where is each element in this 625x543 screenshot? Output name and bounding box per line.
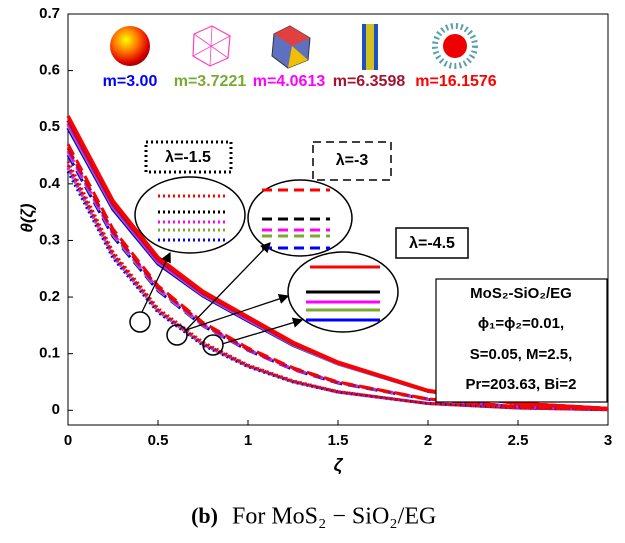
info-text: ϕ₁=ϕ₂=0.01, [478,315,564,332]
legend-label: m=16.1576 [415,73,497,90]
lambda-label: λ=-3 [336,152,369,169]
lambda-label: λ=-1.5 [165,149,211,166]
x-tick-label: 2 [424,432,432,449]
info-text: MoS₂-SiO₂/EG [470,285,572,302]
y-tick-label: 0.7 [39,5,60,22]
y-tick-label: 0.1 [39,345,60,362]
y-tick-label: 0 [52,401,60,418]
info-text: Pr=203.63, Bi=2 [466,376,577,393]
y-tick-label: 0.4 [39,175,61,192]
y-axis-label: θ(ζ) [17,203,36,232]
y-tick-label: 0.3 [39,231,60,248]
y-tick-label: 0.6 [39,62,60,79]
chart: 0 0.1 0.2 0.3 0.4 0.5 0.6 0.7 0 0.5 1 1.5 2 2.5 3 λ=-1… [0,0,625,543]
x-tick-label: 1.5 [328,432,349,449]
caption-text: For MoS₂ − SiO₂/EG [232,504,436,530]
x-axis-label: ζ [334,455,344,476]
x-tick-label: 3 [604,432,612,449]
page: {"chart_data": { "type": "line", "y_labe… [0,0,625,543]
sphere-icon [110,26,150,66]
legend-label: m=6.3598 [333,73,406,90]
x-tick-label: 2.5 [508,432,529,449]
caption-label: (b) [191,503,218,528]
x-tick-label: 1 [244,432,252,449]
info-text: S=0.05, M=2.5, [470,346,573,363]
x-tick-label: 0 [64,432,72,449]
lambda-label: λ=-4.5 [409,235,455,252]
x-tick-label: 0.5 [148,432,169,449]
legend-label: m=3.7221 [174,73,247,90]
y-tick-label: 0.2 [39,288,60,305]
legend-label: m=4.0613 [253,73,326,90]
y-tick-label: 0.5 [39,118,60,135]
legend-label: m=3.00 [103,73,158,90]
